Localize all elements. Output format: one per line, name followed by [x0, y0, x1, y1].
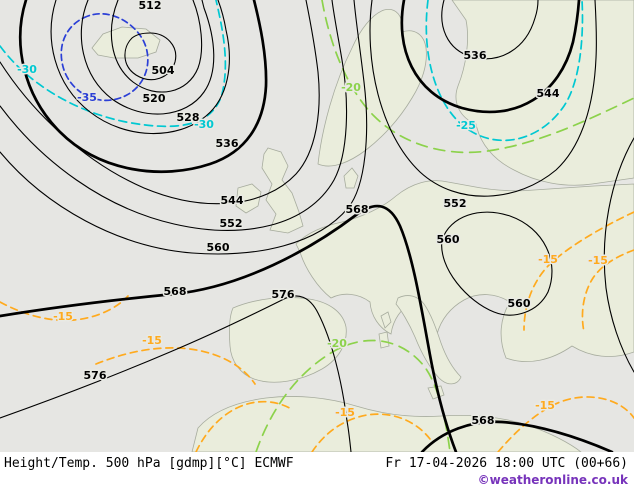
land-britain	[261, 147, 304, 234]
contour-label: 552	[220, 217, 243, 230]
height-contour-512	[110, 0, 203, 93]
height-contour-560-east	[603, 137, 634, 373]
height-contour-544-atlantic	[0, 0, 320, 205]
land-corsica	[380, 311, 392, 329]
contour-label: 560	[508, 297, 531, 310]
copyright-link[interactable]: ©weatheronline.co.uk	[477, 473, 628, 487]
temp-contour-minus15-atlantic-b	[95, 347, 256, 385]
contour-label: 528	[177, 111, 200, 124]
contour-label: 536	[464, 49, 487, 62]
valid-time-label: Fr 17-04-2026 18:00 UTC (00+66)	[385, 456, 628, 471]
temp-contours-minus20	[255, 0, 634, 452]
height-contour-504	[124, 32, 177, 81]
contour-label: -30	[17, 63, 37, 76]
height-labels: 504 512 520 528 536 536 544 544 552 552 560 560 560 5…	[82, 0, 561, 429]
height-contour-576	[0, 295, 352, 452]
contour-label: -15	[535, 399, 555, 412]
height-contour-552-ne	[369, 0, 597, 197]
land-iberia	[229, 297, 347, 383]
height-contour-536-ne	[441, 0, 539, 60]
contour-label: -35	[77, 91, 97, 104]
height-contour-544-ne	[400, 0, 581, 114]
contour-label: -15	[538, 253, 558, 266]
contour-label: -25	[456, 119, 476, 132]
contour-label: 576	[272, 288, 295, 301]
contour-label: 520	[143, 92, 166, 105]
contour-label: 568	[164, 285, 187, 298]
temp-contour-minus15-caspian	[581, 249, 634, 333]
contour-label: 544	[537, 87, 560, 100]
height-contour-520	[80, 0, 215, 115]
contour-label: 576	[84, 369, 107, 382]
land-ireland	[235, 183, 262, 214]
temp-contour-minus30-atlantic	[0, 0, 227, 128]
land-scandinavia	[317, 9, 427, 167]
contour-label: -15	[142, 334, 162, 347]
height-contour-552-atlantic	[0, 0, 348, 231]
contour-label: -20	[327, 337, 347, 350]
contour-label: 568	[472, 414, 495, 427]
contour-label: 552	[444, 197, 467, 210]
map-area: 504 512 520 528 536 536 544 544 552 552 560 560 560 5…	[0, 0, 634, 452]
contour-label: -15	[53, 310, 73, 323]
caption-row: Height/Temp. 500 hPa [gdmp][°C] ECMWF Fr…	[4, 455, 628, 472]
contour-label: 536	[216, 137, 239, 150]
height-contour-568-south	[420, 420, 614, 452]
land-iceland	[91, 26, 161, 59]
product-label: Height/Temp. 500 hPa [gdmp][°C] ECMWF	[4, 456, 294, 471]
height-contours	[0, 0, 634, 452]
contour-label: 568	[346, 203, 369, 216]
landmasses	[91, 0, 634, 452]
land-denmark	[343, 167, 359, 189]
footer: Height/Temp. 500 hPa [gdmp][°C] ECMWF Fr…	[0, 452, 634, 490]
contour-label: 560	[207, 241, 230, 254]
height-contour-560-atlantic	[0, 0, 368, 255]
temp-contour-minus20-scandinavia	[321, 0, 634, 154]
temp-contours-minus30-25	[0, 0, 584, 142]
contour-label: 544	[221, 194, 244, 207]
temp-contour-minus15-libya	[497, 396, 634, 452]
temp-contours-minus35	[60, 13, 149, 102]
contour-label: -20	[341, 81, 361, 94]
height-contour-568-main	[0, 204, 458, 452]
height-contour-560-cutoff	[441, 211, 553, 316]
weather-map-svg: 504 512 520 528 536 536 544 544 552 552 560 560 560 5…	[0, 0, 634, 452]
contour-label: -30	[194, 118, 214, 131]
contour-label: 512	[139, 0, 162, 12]
contour-label: -15	[335, 406, 355, 419]
temp-contour-minus20-iberia	[255, 339, 451, 452]
contour-label: 560	[437, 233, 460, 246]
temp-contour-minus15-west-sahara	[195, 400, 294, 452]
copyright-row: ©weatheronline.co.uk	[4, 472, 628, 489]
temp-contour-minus25-ne-trough	[425, 0, 584, 142]
land-sardinia	[378, 331, 390, 349]
temp-labels: -35 -30 -30 -25 -20 -20 -15 -15 -15 -15 -15 -15	[16, 62, 610, 421]
contour-label: -15	[588, 254, 608, 267]
height-contour-528	[50, 0, 230, 135]
height-contour-536-atlantic	[19, 0, 268, 174]
temp-contour-minus35-loop	[60, 13, 149, 102]
contour-label: 504	[152, 64, 175, 77]
